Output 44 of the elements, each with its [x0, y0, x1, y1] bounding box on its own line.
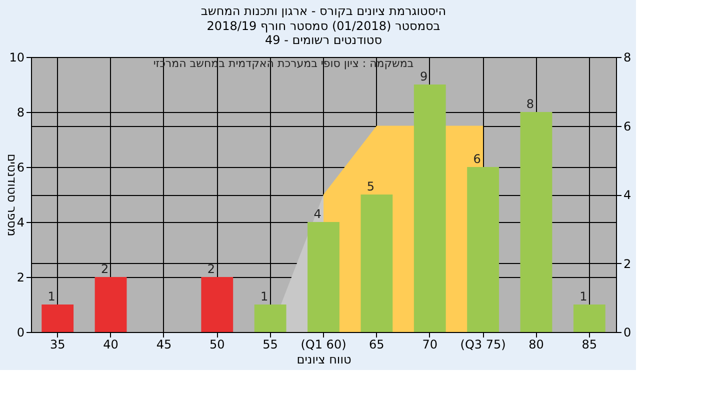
x-tick-label: 70	[422, 338, 438, 352]
y2-tick-label: 2	[624, 256, 632, 271]
data-label: 2	[207, 262, 215, 276]
x-tick-label: 50	[209, 338, 225, 352]
y-tick-label: 4	[16, 216, 24, 230]
y2-tick-label: 0	[624, 326, 632, 340]
x-tick-label: 45	[156, 338, 172, 352]
x-tick-label: 55	[262, 338, 278, 352]
data-label: 9	[420, 70, 428, 84]
bar	[254, 304, 286, 332]
y2-tick-label: 8	[624, 50, 632, 64]
chart-subtitle: בסמסטר (01/2018) סמסטר חורף 2018/19 סטודנטים רשומים - 49	[206, 19, 440, 47]
y-tick-label: 0	[16, 326, 24, 340]
data-label: 2	[100, 262, 109, 276]
x-tick-label: 65	[369, 338, 384, 352]
data-label: 4	[314, 207, 322, 221]
data-label: 5	[366, 180, 374, 194]
y2-tick-label: 6	[624, 119, 632, 134]
bar	[467, 167, 499, 332]
x-axis-title: טווח ציונים	[296, 352, 352, 366]
data-label: 1	[580, 290, 588, 304]
bar	[360, 194, 393, 332]
data-label: 6	[473, 152, 481, 166]
bar	[94, 277, 127, 332]
y-tick-label: 6	[16, 160, 24, 174]
x-tick-label: 40	[103, 338, 118, 352]
bar	[42, 304, 74, 332]
x-tick-label: 80	[528, 338, 544, 352]
y-tick-label: 2	[16, 270, 24, 284]
data-label: 8	[526, 97, 534, 111]
y-tick-label: 8	[16, 106, 24, 120]
data-label: 1	[260, 290, 268, 304]
bar	[414, 84, 446, 332]
chart-title: היסטוגרמת ציונים בקורס - ארגון ותכנות המחשב	[200, 4, 446, 18]
x-tick-label: (Q3 75)	[460, 338, 506, 352]
y-tick-label: 10	[9, 50, 24, 64]
bar	[201, 277, 234, 332]
y2-tick-label: 4	[624, 188, 632, 202]
bar	[520, 112, 552, 332]
x-tick-label: 85	[582, 338, 598, 352]
bar	[573, 304, 606, 332]
data-label: 1	[48, 290, 56, 304]
x-tick-label: (Q1 60)	[300, 338, 346, 352]
x-tick-label: 35	[50, 338, 66, 352]
